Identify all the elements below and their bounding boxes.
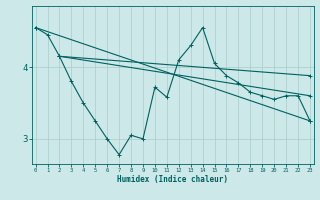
X-axis label: Humidex (Indice chaleur): Humidex (Indice chaleur) [117, 175, 228, 184]
